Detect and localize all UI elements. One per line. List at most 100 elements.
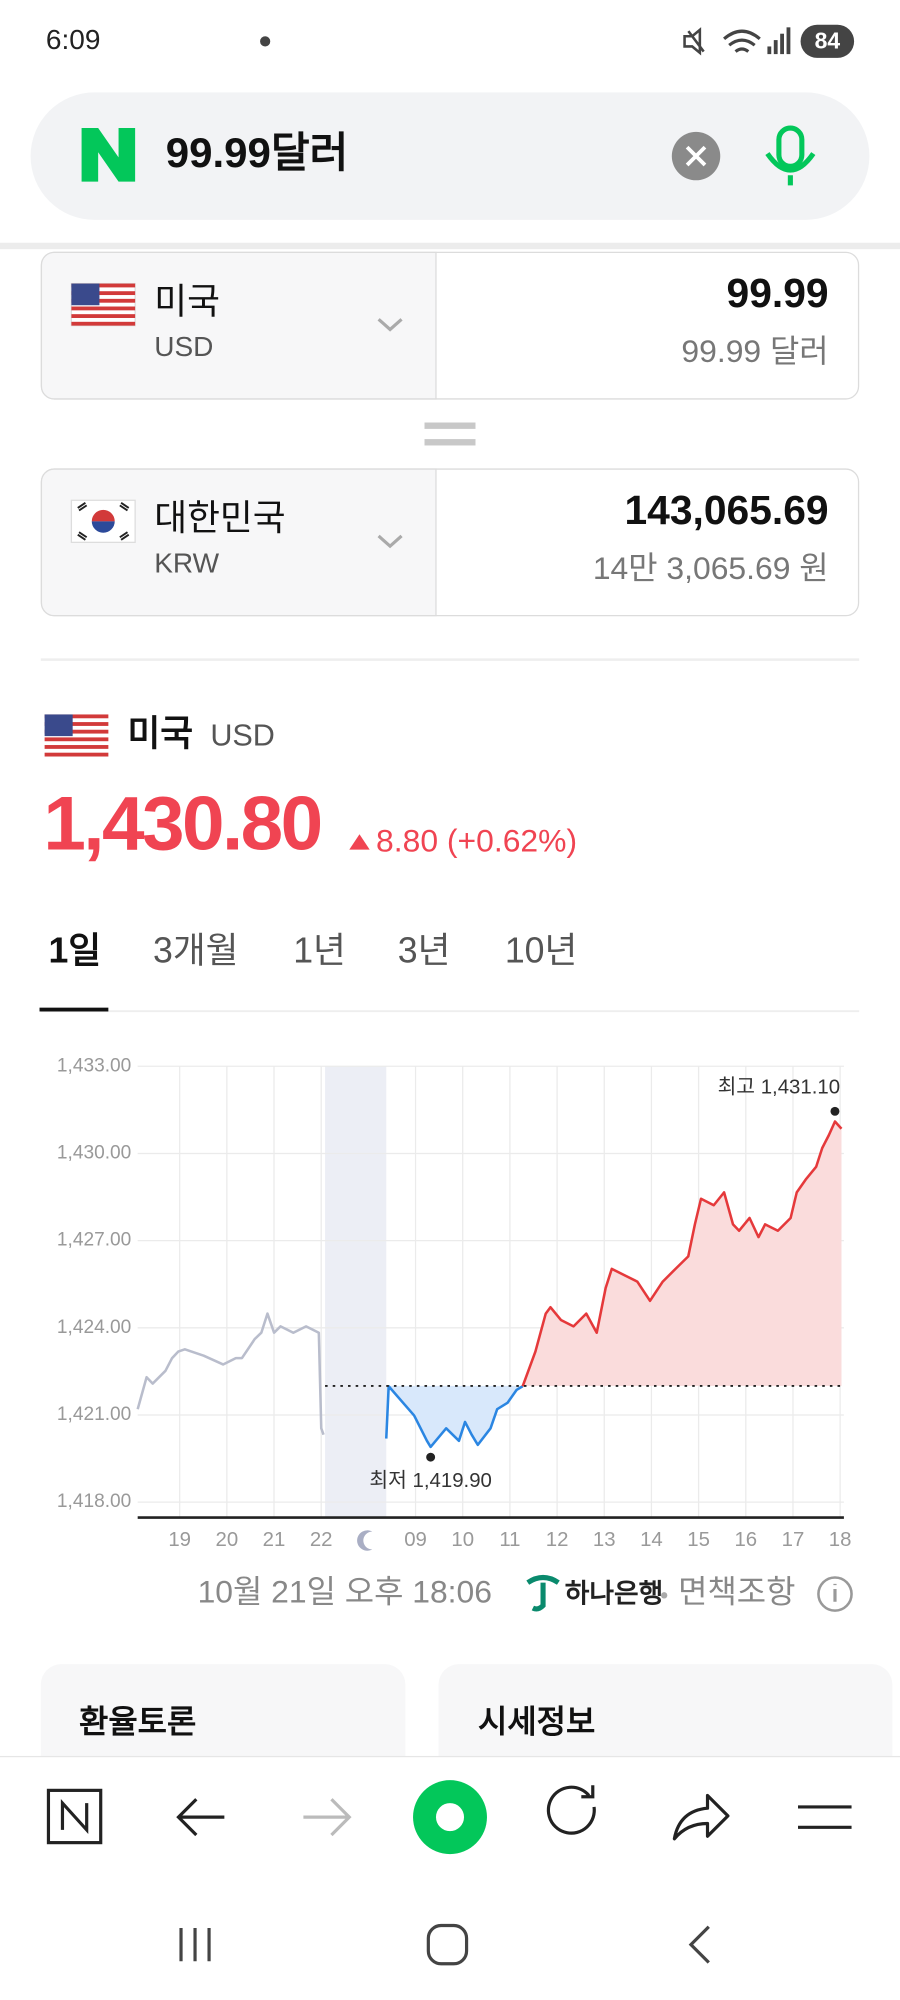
y-tick-label: 1,427.00 bbox=[57, 1230, 131, 1251]
converter-from[interactable]: 미국 USD 99.99 99.99 달러 bbox=[40, 251, 860, 400]
x-tick-label: 12 bbox=[546, 1529, 569, 1551]
amount-text: 99.99 달러 bbox=[681, 333, 828, 369]
x-tick-label: 21 bbox=[263, 1529, 286, 1551]
y-tick-label: 1,418.00 bbox=[57, 1491, 131, 1512]
signal-bar bbox=[786, 27, 791, 55]
mic-body bbox=[776, 125, 805, 169]
amount[interactable]: 99.99 bbox=[727, 270, 829, 316]
search-query[interactable]: 99.99달러 bbox=[166, 129, 349, 176]
annotation-label: 최저 1,419.90 bbox=[369, 1469, 491, 1492]
quote-country: 미국 bbox=[127, 714, 193, 754]
disclaimer[interactable]: 면책조항 bbox=[678, 1573, 795, 1609]
line bbox=[521, 1120, 843, 1387]
annotation-dot bbox=[426, 1452, 436, 1462]
forward-button[interactable] bbox=[303, 1798, 352, 1837]
y-tick-label: 1,430.00 bbox=[57, 1143, 131, 1164]
quote-change: 8.80 (+0.62%) bbox=[376, 823, 577, 859]
area bbox=[522, 1121, 842, 1387]
green-dot-core bbox=[435, 1803, 465, 1832]
chart: 1,418.00 1,421.00 1,424.00 1,427.00 1,430.00… bbox=[57, 1055, 852, 1551]
y-tick-label: 1,433.00 bbox=[57, 1055, 131, 1076]
clear-icon bbox=[685, 145, 707, 167]
info-icon[interactable] bbox=[817, 1576, 853, 1612]
voice-button[interactable] bbox=[765, 125, 816, 186]
currency-code: KRW bbox=[154, 548, 219, 579]
x-tick-label: 22 bbox=[310, 1529, 333, 1551]
timestamp: 10월 21일 오후 18:06 bbox=[198, 1573, 492, 1609]
converter-to[interactable]: 대한민국 KRW 143,065.69 14만 3,065.69 원 bbox=[40, 468, 860, 617]
x-tick-label: 20 bbox=[216, 1529, 239, 1551]
annotation-label: 최고 1,431.10 bbox=[718, 1076, 840, 1099]
period-tab[interactable]: 10년 bbox=[505, 930, 578, 970]
bank-logo bbox=[526, 1574, 560, 1612]
amount[interactable]: 143,065.69 bbox=[625, 487, 829, 533]
search-bar[interactable] bbox=[30, 92, 870, 220]
quote-code: USD bbox=[210, 718, 275, 752]
refresh-button[interactable] bbox=[546, 1785, 596, 1835]
currency-code: USD bbox=[154, 331, 213, 362]
x-tick-label: 14 bbox=[640, 1529, 663, 1551]
country-name: 대한민국 bbox=[154, 498, 285, 538]
home-n-button[interactable] bbox=[46, 1788, 103, 1845]
active-tab-underline bbox=[39, 1007, 109, 1012]
signal-bar bbox=[780, 33, 784, 55]
period-tab[interactable]: 1일 bbox=[48, 930, 101, 970]
menu-button[interactable] bbox=[798, 1805, 852, 1829]
wifi-icon bbox=[723, 29, 761, 53]
divider bbox=[40, 658, 860, 661]
kr-flag bbox=[70, 499, 136, 543]
separator-dot bbox=[660, 1592, 668, 1599]
period-tab[interactable]: 3개월 bbox=[153, 930, 239, 970]
bank-name: 하나은행 bbox=[565, 1578, 664, 1608]
up-arrow bbox=[349, 834, 370, 850]
night-icon bbox=[357, 1530, 373, 1551]
equals-bar bbox=[424, 439, 476, 446]
status-icons bbox=[260, 27, 791, 56]
period-tab[interactable]: 1년 bbox=[293, 930, 346, 970]
period-tab[interactable]: 3년 bbox=[398, 930, 451, 970]
currency-select[interactable] bbox=[40, 251, 437, 400]
home-n-glyph bbox=[60, 1798, 89, 1835]
dropdown-chevron bbox=[377, 318, 403, 332]
x-tick-label: 15 bbox=[687, 1529, 710, 1551]
header-shadow bbox=[0, 242, 900, 250]
x-tick-label: 10 bbox=[451, 1529, 474, 1551]
signal-bar bbox=[767, 46, 772, 55]
line bbox=[384, 1384, 524, 1449]
naver-logo[interactable] bbox=[81, 128, 136, 182]
battery-pill bbox=[800, 24, 855, 58]
x-tick-label: 17 bbox=[782, 1529, 805, 1551]
card-title[interactable]: 환율토론 bbox=[79, 1704, 196, 1740]
card-title[interactable]: 시세정보 bbox=[478, 1704, 595, 1740]
mute-icon bbox=[683, 27, 705, 56]
area bbox=[386, 1385, 523, 1447]
y-tick-label: 1,424.00 bbox=[57, 1317, 131, 1338]
home-button[interactable] bbox=[426, 1923, 469, 1966]
mic-stand bbox=[765, 152, 816, 186]
line bbox=[136, 1312, 325, 1436]
closed-hours-band bbox=[325, 1066, 387, 1518]
share-button[interactable] bbox=[672, 1793, 730, 1841]
signal-bar bbox=[773, 40, 778, 55]
currency-select[interactable] bbox=[40, 468, 437, 617]
country-name: 미국 bbox=[154, 281, 220, 321]
x-tick-label: 11 bbox=[499, 1529, 520, 1551]
bottom-nav-border bbox=[0, 1755, 900, 1758]
battery-level: 84 bbox=[815, 28, 841, 54]
dropdown-chevron bbox=[377, 534, 403, 549]
annotation-dot bbox=[830, 1106, 840, 1116]
recents-button[interactable] bbox=[179, 1928, 211, 1962]
tabs-divider bbox=[40, 1010, 860, 1013]
back-system-button[interactable] bbox=[688, 1925, 710, 1964]
y-tick-label: 1,421.00 bbox=[57, 1404, 131, 1425]
status-dot bbox=[260, 36, 271, 47]
x-tick-label: 09 bbox=[404, 1529, 427, 1551]
us-flag bbox=[70, 282, 136, 327]
us-flag bbox=[44, 714, 109, 757]
status-time: 6:09 bbox=[46, 24, 101, 55]
x-tick-label: 19 bbox=[168, 1529, 191, 1551]
back-button[interactable] bbox=[176, 1798, 225, 1837]
